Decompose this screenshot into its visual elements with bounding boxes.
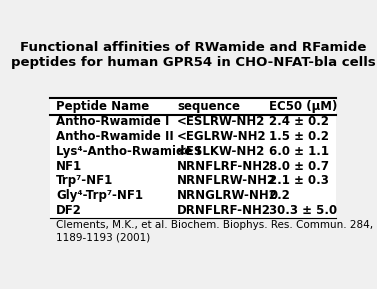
Text: NRNFLRW-NH2: NRNFLRW-NH2 xyxy=(177,174,276,187)
Text: Antho-Rwamide I: Antho-Rwamide I xyxy=(56,115,169,128)
Text: NRNFLRF-NH2: NRNFLRF-NH2 xyxy=(177,160,271,173)
Text: NRNGLRW-NH2: NRNGLRW-NH2 xyxy=(177,189,278,202)
Text: EC50 (μM): EC50 (μM) xyxy=(269,100,337,113)
Text: 2.4 ± 0.2: 2.4 ± 0.2 xyxy=(269,115,329,128)
Text: 6.0 ± 1.1: 6.0 ± 1.1 xyxy=(269,145,329,158)
Text: Antho-Rwamide II: Antho-Rwamide II xyxy=(56,130,174,143)
Text: Functional affinities of RWamide and RFamide
peptides for human GPR54 in CHO-NFA: Functional affinities of RWamide and RFa… xyxy=(11,41,375,69)
Text: Lys⁴-Antho-Rwamide I: Lys⁴-Antho-Rwamide I xyxy=(56,145,201,158)
FancyBboxPatch shape xyxy=(50,98,336,218)
Text: <ESLKW-NH2: <ESLKW-NH2 xyxy=(177,145,265,158)
Text: Trp⁷-NF1: Trp⁷-NF1 xyxy=(56,174,113,187)
Text: 8.0 ± 0.7: 8.0 ± 0.7 xyxy=(269,160,329,173)
Text: sequence: sequence xyxy=(177,100,240,113)
Text: NF1: NF1 xyxy=(56,160,82,173)
Text: <EGLRW-NH2: <EGLRW-NH2 xyxy=(177,130,267,143)
Text: 30.3 ± 5.0: 30.3 ± 5.0 xyxy=(269,204,337,217)
Text: 2.1 ± 0.3: 2.1 ± 0.3 xyxy=(269,174,329,187)
Text: Clements, M.K., et al. Biochem. Biophys. Res. Commun. 284,
1189-1193 (2001): Clements, M.K., et al. Biochem. Biophys.… xyxy=(56,221,373,242)
Text: <ESLRW-NH2: <ESLRW-NH2 xyxy=(177,115,265,128)
Text: DF2: DF2 xyxy=(56,204,82,217)
Text: 0.2: 0.2 xyxy=(269,189,290,202)
Text: 1.5 ± 0.2: 1.5 ± 0.2 xyxy=(269,130,329,143)
Text: Peptide Name: Peptide Name xyxy=(56,100,149,113)
Text: Gly⁴-Trp⁷-NF1: Gly⁴-Trp⁷-NF1 xyxy=(56,189,143,202)
Text: DRNFLRF-NH2: DRNFLRF-NH2 xyxy=(177,204,271,217)
